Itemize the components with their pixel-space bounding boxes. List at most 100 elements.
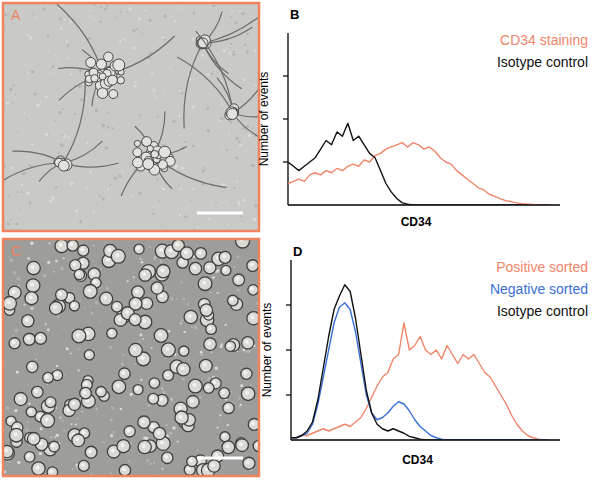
grain	[219, 120, 221, 122]
grain	[101, 124, 104, 127]
grain	[128, 7, 131, 10]
grain	[111, 127, 114, 130]
cell-highlight	[175, 242, 179, 246]
grain	[71, 423, 73, 425]
grain	[151, 73, 154, 76]
cell-highlight	[118, 317, 122, 321]
grain	[171, 16, 173, 18]
grain	[47, 35, 50, 38]
grain	[158, 200, 160, 202]
cell	[208, 460, 220, 472]
grain	[23, 172, 26, 175]
grain	[109, 346, 112, 349]
grain	[45, 96, 48, 99]
cell	[69, 301, 79, 311]
cell	[199, 359, 212, 372]
cell-highlight	[115, 253, 119, 257]
grain	[115, 16, 117, 18]
grain	[163, 14, 166, 17]
grain	[63, 430, 65, 432]
grain	[20, 209, 22, 211]
cell	[78, 245, 89, 256]
panel-label: B	[290, 7, 299, 22]
cell	[3, 446, 14, 460]
cell-highlight	[127, 428, 131, 432]
grain	[34, 16, 36, 18]
grain	[165, 424, 167, 426]
cell	[27, 261, 40, 274]
cell	[23, 333, 35, 345]
scale-bar	[197, 212, 243, 215]
grain	[242, 349, 245, 352]
cell-highlight	[230, 298, 234, 302]
cell-highlight	[13, 432, 17, 436]
cell	[49, 441, 60, 452]
legend-entry: CD34 staining	[500, 32, 588, 48]
cell-highlight	[221, 390, 225, 394]
grain	[93, 18, 95, 20]
grain	[32, 144, 34, 146]
grain	[243, 78, 246, 81]
cell-highlight	[165, 372, 169, 376]
grain	[28, 201, 31, 204]
grain	[17, 131, 19, 133]
cell-highlight	[87, 288, 91, 292]
grain	[56, 365, 58, 367]
grain	[191, 105, 194, 108]
grain	[67, 44, 70, 47]
cell-process	[203, 43, 242, 89]
cell-highlight	[83, 390, 87, 394]
cell-highlight	[180, 259, 184, 263]
cell-highlight	[88, 449, 92, 453]
grain	[172, 120, 175, 123]
grain	[132, 46, 135, 49]
grain	[77, 418, 79, 420]
cell	[24, 452, 35, 463]
grain	[171, 399, 174, 402]
grain	[162, 93, 164, 95]
grain	[187, 303, 189, 305]
grain	[138, 340, 140, 342]
cell-highlight	[76, 333, 80, 337]
grain	[240, 384, 243, 387]
cell-highlight	[202, 281, 206, 285]
grain	[183, 331, 185, 333]
cell-highlight	[181, 348, 185, 352]
cell-highlight	[190, 399, 194, 403]
y-axis-label: Number of events	[260, 303, 274, 398]
cell	[100, 292, 113, 305]
cell-highlight	[151, 424, 155, 428]
grain	[32, 13, 34, 15]
grain	[178, 114, 181, 117]
micrograph: A	[0, 2, 275, 232]
grain	[219, 414, 221, 416]
grain	[56, 434, 59, 437]
grain	[21, 191, 23, 193]
panel-label: A	[11, 7, 21, 23]
grain	[257, 213, 258, 214]
canvas: ACBNumber of eventsCD34CD34 stainingIsot…	[0, 0, 600, 481]
cell	[58, 160, 69, 171]
cell	[162, 452, 173, 463]
grain	[27, 421, 29, 423]
grain	[133, 29, 136, 32]
cell	[175, 411, 188, 424]
grain	[89, 10, 91, 12]
cell-highlight	[245, 340, 249, 344]
grain	[226, 149, 228, 151]
grain	[60, 267, 63, 270]
grain	[66, 40, 68, 42]
cell-highlight	[93, 280, 97, 284]
grain	[245, 351, 247, 353]
grain	[146, 459, 149, 462]
grain	[60, 461, 61, 462]
grain	[9, 88, 13, 92]
cell	[187, 396, 200, 409]
cell-highlight	[106, 258, 110, 262]
grain	[99, 20, 102, 23]
grain	[44, 120, 45, 121]
grain	[43, 274, 46, 277]
cell	[138, 416, 150, 428]
cell	[233, 274, 245, 286]
cell-highlight	[28, 409, 32, 413]
